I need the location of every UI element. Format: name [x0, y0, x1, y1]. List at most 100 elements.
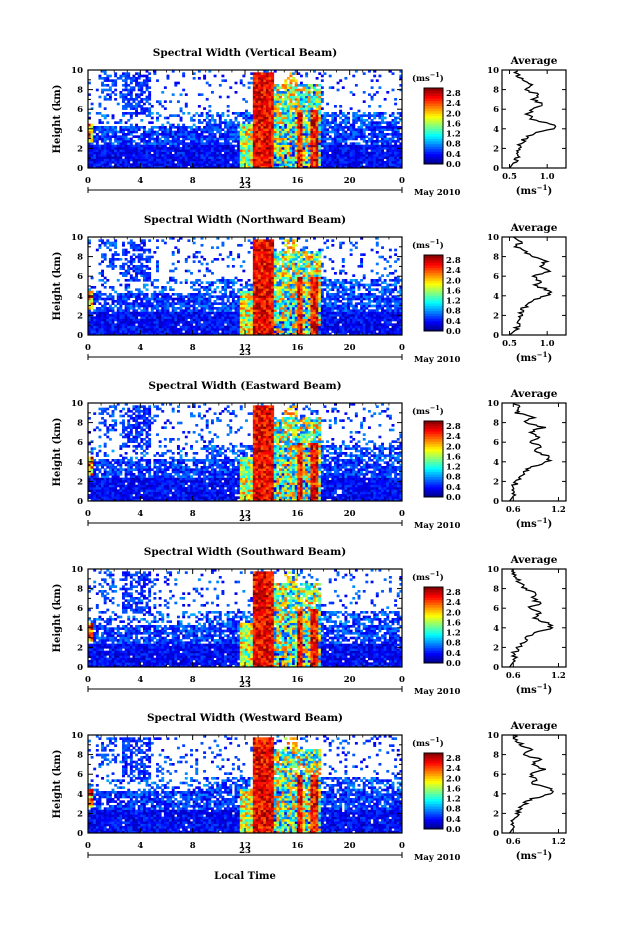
- heatmap-cell: [114, 314, 118, 317]
- heatmap-cell: [108, 244, 112, 247]
- heatmap-cell: [103, 140, 107, 143]
- heatmap-cell: [119, 314, 123, 317]
- heatmap-cell: [156, 79, 159, 82]
- heatmap-cell: [140, 328, 144, 331]
- heatmap-cell: [231, 123, 235, 127]
- heatmap-cell: [200, 142, 204, 145]
- heatmap-cell: [171, 288, 175, 291]
- heatmap-cell: [135, 93, 139, 96]
- heatmap-cell: [179, 107, 183, 110]
- heatmap-cell: [195, 302, 199, 305]
- heatmap-cell: [205, 288, 209, 291]
- heatmap-cell: [135, 156, 139, 159]
- heatmap-cell: [289, 86, 293, 89]
- heatmap-cell: [226, 140, 230, 143]
- heatmap-cell: [158, 165, 162, 169]
- heatmap-cell: [258, 133, 261, 136]
- heatmap-cell: [106, 328, 110, 331]
- heatmap-cell: [263, 140, 267, 143]
- heatmap-cell: [187, 149, 191, 152]
- heatmap-cell: [260, 293, 264, 296]
- heatmap-cell: [163, 288, 167, 291]
- heatmap-cell: [171, 93, 175, 96]
- heatmap-cell: [388, 128, 392, 131]
- heatmap-cell: [208, 142, 212, 145]
- heatmap-cell: [239, 300, 243, 303]
- heatmap-cell: [122, 163, 125, 166]
- heatmap-cell: [111, 325, 115, 329]
- heatmap-cell: [318, 133, 322, 136]
- heatmap-cell: [339, 151, 343, 155]
- heatmap-cell: [297, 156, 301, 159]
- heatmap-cell: [250, 165, 254, 169]
- heatmap-cell: [260, 314, 264, 317]
- heatmap-cell: [231, 281, 235, 284]
- heatmap-cell: [396, 130, 400, 134]
- heatmap-cell: [208, 147, 212, 150]
- heatmap-cell: [320, 163, 324, 166]
- heatmap-cell: [179, 297, 183, 301]
- heatmap-cell: [195, 147, 199, 150]
- heatmap-cell: [273, 158, 277, 162]
- heatmap-cell: [333, 163, 337, 166]
- heatmap-cell: [245, 325, 248, 329]
- heatmap-cell: [192, 332, 196, 336]
- heatmap-cell: [197, 149, 201, 152]
- heatmap-cell: [297, 121, 301, 124]
- heatmap-cell: [370, 154, 374, 157]
- heatmap-cell: [229, 311, 233, 315]
- heatmap-cell: [273, 135, 277, 138]
- heatmap-cell: [284, 151, 288, 155]
- heatmap-cell: [145, 300, 149, 303]
- heatmap-cell: [218, 121, 222, 124]
- colorbar-swatch: [424, 146, 443, 150]
- heatmap-cell: [307, 135, 311, 138]
- heatmap-cell: [260, 81, 264, 85]
- heatmap-cell: [132, 302, 136, 305]
- heatmap-cell: [148, 248, 152, 252]
- heatmap-cell: [137, 248, 141, 252]
- heatmap-cell: [255, 137, 259, 141]
- heatmap-cell: [161, 288, 165, 291]
- heatmap-cell: [234, 323, 238, 326]
- heatmap-cell: [179, 314, 183, 317]
- heatmap-cell: [347, 133, 350, 136]
- colorbar-swatch: [424, 126, 443, 129]
- heatmap-cell: [101, 260, 104, 263]
- heatmap-cell: [310, 161, 314, 164]
- heatmap-cell: [108, 95, 112, 99]
- heatmap-cell: [150, 295, 154, 298]
- heatmap-cell: [124, 288, 128, 291]
- heatmap-cell: [182, 311, 186, 315]
- heatmap-cell: [281, 107, 285, 110]
- heatmap-cell: [302, 128, 306, 131]
- heatmap-cell: [182, 147, 186, 150]
- heatmap-cell: [260, 248, 264, 252]
- heatmap-cell: [161, 316, 165, 319]
- heatmap-cell: [221, 241, 225, 245]
- heatmap-cell: [182, 323, 186, 326]
- heatmap-cell: [98, 135, 102, 138]
- heatmap-cell: [360, 149, 364, 152]
- heatmap-cell: [182, 140, 186, 143]
- heatmap-cell: [145, 142, 149, 145]
- heatmap-cell: [292, 105, 296, 108]
- heatmap-cell: [289, 151, 293, 155]
- heatmap-cell: [354, 137, 358, 141]
- heatmap-cell: [195, 151, 199, 155]
- heatmap-cell: [310, 140, 314, 143]
- heatmap-cell: [239, 265, 243, 268]
- heatmap-cell: [276, 91, 280, 94]
- heatmap-cell: [318, 109, 322, 113]
- heatmap-cell: [323, 154, 327, 157]
- heatmap-cell: [140, 311, 144, 315]
- heatmap-cell: [218, 328, 222, 331]
- heatmap-cell: [161, 165, 165, 169]
- heatmap-cell: [156, 286, 159, 289]
- heatmap-cell: [242, 165, 246, 169]
- heatmap-cell: [229, 123, 233, 127]
- heatmap-cell: [242, 314, 246, 317]
- profile-y-tick-label: 6: [493, 105, 499, 115]
- heatmap-cell: [135, 158, 139, 162]
- heatmap-cell: [111, 241, 115, 245]
